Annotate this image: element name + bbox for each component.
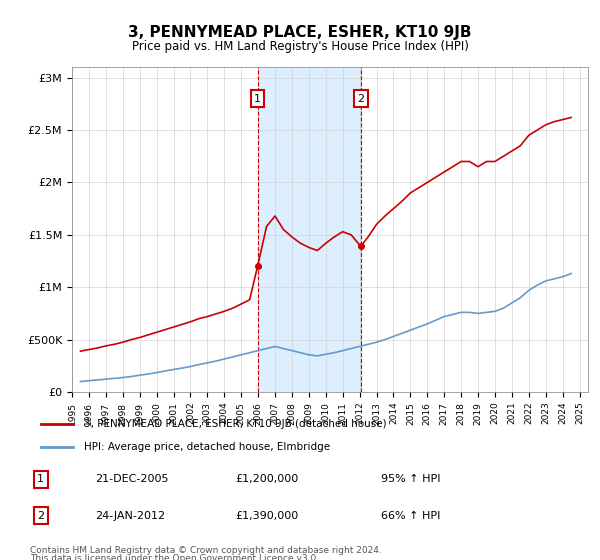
Text: 95% ↑ HPI: 95% ↑ HPI: [381, 474, 440, 484]
Text: 24-JAN-2012: 24-JAN-2012: [95, 511, 165, 521]
Text: 2: 2: [37, 511, 44, 521]
Text: 3, PENNYMEAD PLACE, ESHER, KT10 9JB (detached house): 3, PENNYMEAD PLACE, ESHER, KT10 9JB (det…: [84, 419, 386, 429]
Text: This data is licensed under the Open Government Licence v3.0.: This data is licensed under the Open Gov…: [30, 554, 319, 560]
Text: £1,200,000: £1,200,000: [235, 474, 298, 484]
Text: Price paid vs. HM Land Registry's House Price Index (HPI): Price paid vs. HM Land Registry's House …: [131, 40, 469, 53]
Text: Contains HM Land Registry data © Crown copyright and database right 2024.: Contains HM Land Registry data © Crown c…: [30, 546, 382, 555]
Text: 3, PENNYMEAD PLACE, ESHER, KT10 9JB: 3, PENNYMEAD PLACE, ESHER, KT10 9JB: [128, 25, 472, 40]
Bar: [257, 67, 361, 392]
Text: 1: 1: [254, 94, 261, 104]
Text: HPI: Average price, detached house, Elmbridge: HPI: Average price, detached house, Elmb…: [84, 442, 330, 452]
Text: 21-DEC-2005: 21-DEC-2005: [95, 474, 168, 484]
Text: 2: 2: [357, 94, 364, 104]
Text: 66% ↑ HPI: 66% ↑ HPI: [381, 511, 440, 521]
Text: £1,390,000: £1,390,000: [235, 511, 298, 521]
Text: 1: 1: [37, 474, 44, 484]
